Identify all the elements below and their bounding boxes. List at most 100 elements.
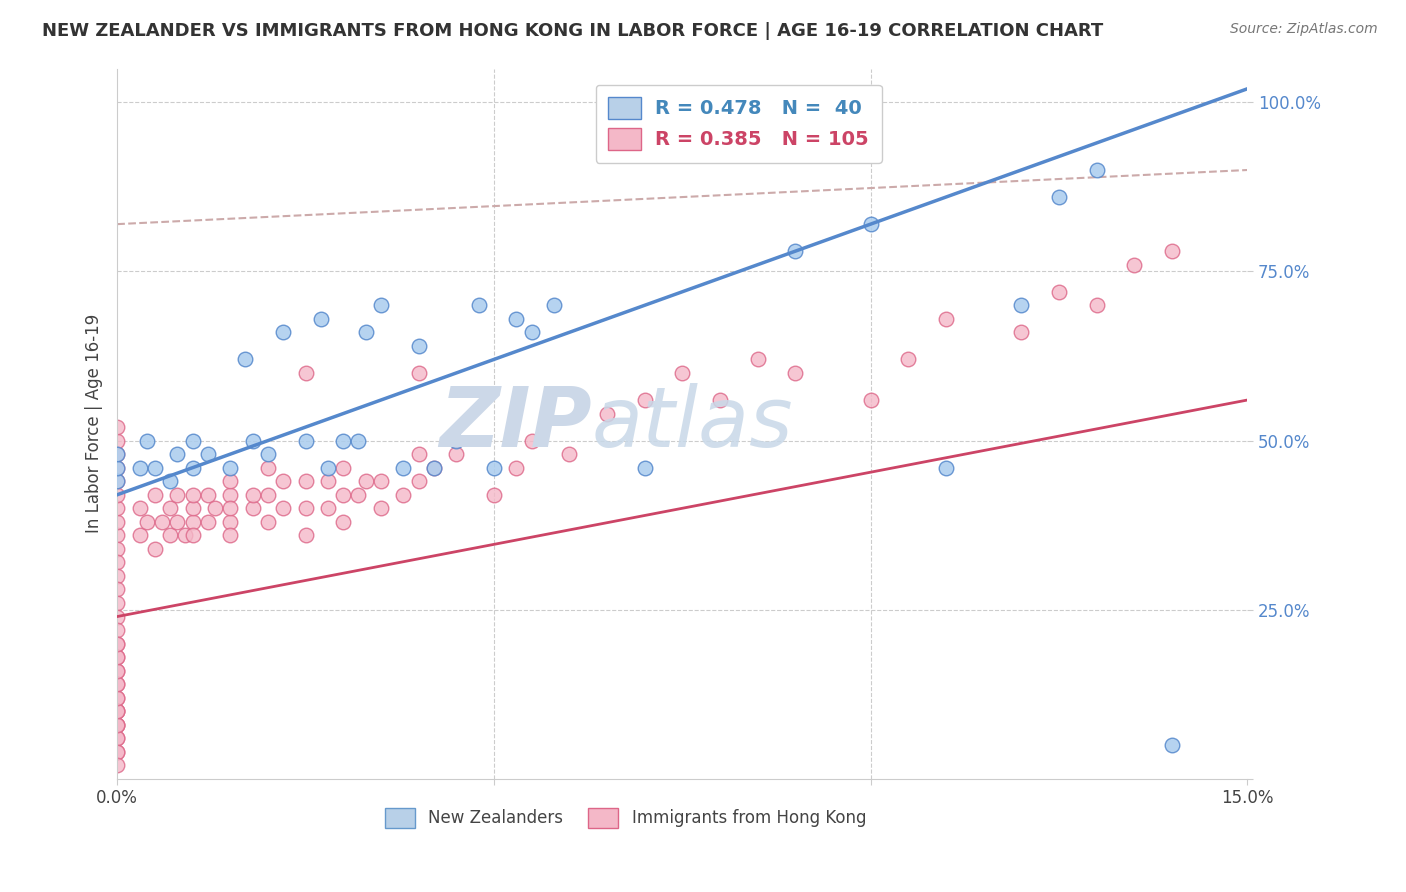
Point: [316, 474, 339, 488]
Point: [105, 704, 128, 718]
Point: [219, 488, 242, 502]
Point: [408, 447, 430, 461]
Point: [347, 434, 370, 448]
Point: [747, 352, 769, 367]
Point: [150, 515, 173, 529]
Point: [105, 745, 128, 759]
Point: [309, 311, 332, 326]
Point: [1085, 163, 1108, 178]
Point: [294, 501, 316, 516]
Point: [105, 460, 128, 475]
Point: [197, 515, 219, 529]
Point: [136, 434, 159, 448]
Point: [105, 501, 128, 516]
Point: [105, 731, 128, 746]
Point: [159, 474, 181, 488]
Point: [505, 311, 527, 326]
Point: [105, 650, 128, 665]
Point: [105, 488, 128, 502]
Point: [859, 217, 882, 231]
Point: [143, 460, 166, 475]
Point: [136, 515, 159, 529]
Point: [785, 366, 807, 380]
Point: [105, 609, 128, 624]
Point: [633, 392, 655, 407]
Point: [709, 392, 731, 407]
Point: [159, 528, 181, 542]
Point: [166, 447, 188, 461]
Point: [935, 311, 957, 326]
Point: [316, 501, 339, 516]
Point: [105, 677, 128, 691]
Point: [271, 326, 294, 340]
Point: [1123, 258, 1146, 272]
Point: [347, 488, 370, 502]
Point: [859, 392, 882, 407]
Point: [181, 515, 204, 529]
Point: [505, 460, 527, 475]
Point: [174, 528, 197, 542]
Point: [332, 460, 354, 475]
Point: [105, 528, 128, 542]
Point: [233, 352, 256, 367]
Point: [105, 690, 128, 705]
Point: [1161, 738, 1184, 752]
Point: [105, 447, 128, 461]
Point: [294, 434, 316, 448]
Point: [143, 488, 166, 502]
Point: [181, 528, 204, 542]
Point: [242, 434, 264, 448]
Point: [392, 460, 415, 475]
Point: [181, 501, 204, 516]
Point: [294, 474, 316, 488]
Point: [219, 474, 242, 488]
Point: [370, 298, 392, 312]
Y-axis label: In Labor Force | Age 16-19: In Labor Force | Age 16-19: [86, 314, 103, 533]
Point: [105, 623, 128, 637]
Point: [105, 664, 128, 678]
Point: [105, 704, 128, 718]
Point: [408, 366, 430, 380]
Point: [105, 731, 128, 746]
Point: [105, 718, 128, 732]
Point: [370, 474, 392, 488]
Point: [128, 460, 150, 475]
Point: [105, 460, 128, 475]
Point: [219, 501, 242, 516]
Point: [1085, 298, 1108, 312]
Point: [105, 637, 128, 651]
Point: [257, 515, 280, 529]
Point: [105, 704, 128, 718]
Point: [444, 434, 467, 448]
Point: [105, 541, 128, 556]
Point: [408, 474, 430, 488]
Point: [897, 352, 920, 367]
Point: [128, 528, 150, 542]
Point: [105, 664, 128, 678]
Point: [468, 298, 491, 312]
Point: [257, 447, 280, 461]
Point: [181, 488, 204, 502]
Point: [105, 420, 128, 434]
Legend: New Zealanders, Immigrants from Hong Kong: New Zealanders, Immigrants from Hong Kon…: [378, 801, 873, 835]
Point: [392, 488, 415, 502]
Point: [105, 677, 128, 691]
Point: [482, 460, 505, 475]
Point: [105, 474, 128, 488]
Point: [354, 326, 377, 340]
Point: [520, 434, 543, 448]
Point: [105, 596, 128, 610]
Point: [105, 447, 128, 461]
Point: [166, 515, 188, 529]
Point: [785, 244, 807, 259]
Point: [422, 460, 444, 475]
Point: [204, 501, 226, 516]
Text: NEW ZEALANDER VS IMMIGRANTS FROM HONG KONG IN LABOR FORCE | AGE 16-19 CORRELATIO: NEW ZEALANDER VS IMMIGRANTS FROM HONG KO…: [42, 22, 1104, 40]
Point: [242, 488, 264, 502]
Point: [105, 582, 128, 597]
Point: [105, 474, 128, 488]
Point: [257, 460, 280, 475]
Point: [181, 460, 204, 475]
Point: [1047, 285, 1070, 299]
Point: [543, 298, 565, 312]
